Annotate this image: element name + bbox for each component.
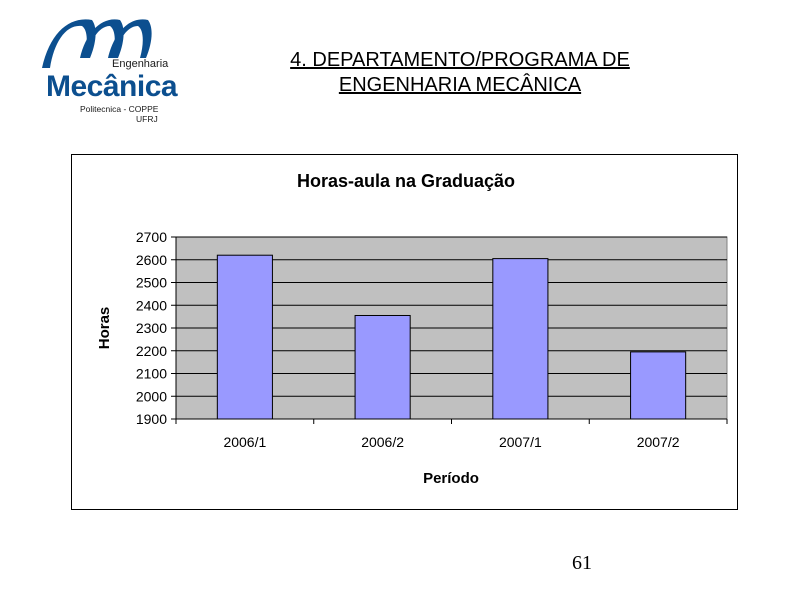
y-tick-label: 2500	[136, 275, 167, 291]
x-axis-label: Período	[423, 470, 479, 487]
x-tick-label: 2006/1	[223, 434, 266, 450]
y-axis-label: Horas	[96, 307, 113, 350]
heading-line-2: ENGENHARIA MECÂNICA	[338, 74, 582, 96]
logo-sub-text: Politecnica - COPPE	[80, 104, 159, 114]
x-tick-label: 2006/2	[361, 434, 404, 450]
x-tick-label: 2007/2	[637, 434, 680, 450]
bar-chart: Horas-aula na Graduação Período Horas 19…	[96, 171, 728, 487]
page-number: 61	[572, 552, 592, 574]
logo-top-text: Engenharia	[112, 58, 169, 70]
bar-2006-1	[216, 254, 273, 420]
logo-main-text: Mecânica	[46, 70, 178, 103]
logo-university-text: UFRJ	[136, 114, 158, 124]
page-heading: 4. DEPARTAMENTO/PROGRAMA DE ENGENHARIA M…	[200, 48, 720, 98]
heading-line-1: 4. DEPARTAMENTO/PROGRAMA DE	[290, 49, 630, 71]
y-tick-label: 2700	[136, 229, 167, 245]
chart-title: Horas-aula na Graduação	[297, 171, 515, 191]
x-tick-label: 2007/1	[499, 434, 542, 450]
y-tick-label: 2400	[136, 297, 167, 313]
bar-2007-2	[630, 351, 687, 420]
chart-container: Horas-aula na Graduação Período Horas 19…	[71, 154, 738, 510]
y-tick-label: 2300	[136, 320, 167, 336]
logo-arches-icon	[42, 19, 152, 68]
plot-area: 1900 2000 2100 2200 2300 2400 2500 2600 2700 2006…	[136, 229, 728, 450]
bar-2007-1	[492, 258, 549, 420]
bar-2006-2	[354, 314, 411, 420]
mecanica-logo: Engenharia Mecânica Politecnica - COPPE …	[40, 10, 178, 124]
y-tick-label: 1900	[136, 411, 167, 427]
y-tick-label: 2100	[136, 366, 167, 382]
y-tick-label: 2600	[136, 252, 167, 268]
y-tick-label: 2000	[136, 388, 167, 404]
y-tick-label: 2200	[136, 343, 167, 359]
